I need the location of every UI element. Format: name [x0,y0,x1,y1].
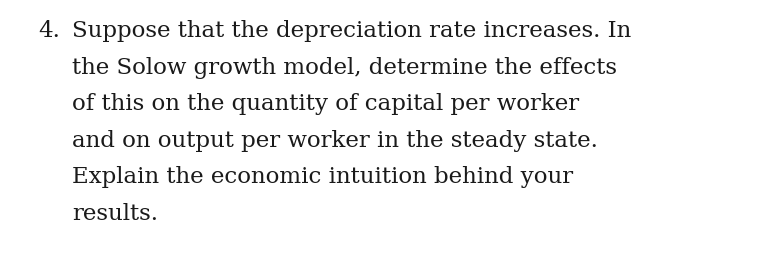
Text: and on output per worker in the steady state.: and on output per worker in the steady s… [72,130,598,151]
Text: 4.: 4. [38,20,60,42]
Text: Explain the economic intuition behind your: Explain the economic intuition behind yo… [72,166,573,188]
Text: the Solow growth model, determine the effects: the Solow growth model, determine the ef… [72,57,617,78]
Text: Suppose that the depreciation rate increases. In: Suppose that the depreciation rate incre… [72,20,631,42]
Text: results.: results. [72,203,158,224]
Text: of this on the quantity of capital per worker: of this on the quantity of capital per w… [72,93,579,115]
